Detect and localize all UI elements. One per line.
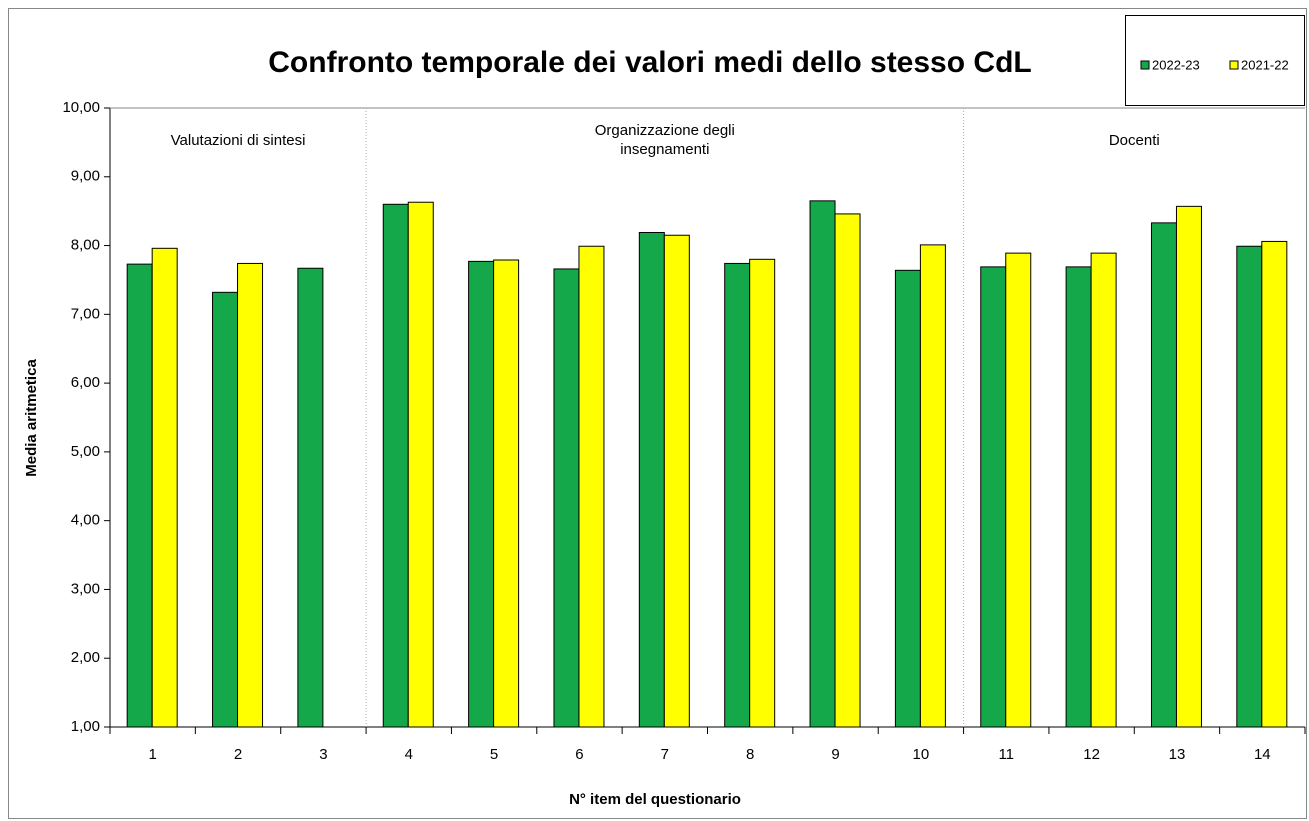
x-tick-label: 6 bbox=[575, 746, 583, 763]
y-tick-label: 4,00 bbox=[71, 512, 100, 529]
bar bbox=[237, 262, 264, 728]
x-tick-label: 12 bbox=[1083, 746, 1100, 763]
bar bbox=[1065, 266, 1092, 728]
y-tick-label: 8,00 bbox=[71, 237, 100, 254]
x-tick-label: 4 bbox=[405, 746, 413, 763]
bar bbox=[297, 267, 324, 728]
legend-label: 2022-23 bbox=[1152, 57, 1200, 72]
bar bbox=[1261, 240, 1288, 728]
bar bbox=[834, 213, 861, 728]
legend-label: 2021-22 bbox=[1241, 57, 1289, 72]
bar bbox=[468, 260, 495, 728]
x-tick-label: 10 bbox=[913, 746, 930, 763]
bar bbox=[1175, 205, 1202, 728]
y-tick-label: 3,00 bbox=[71, 580, 100, 597]
x-tick-label: 7 bbox=[661, 746, 669, 763]
bar bbox=[724, 262, 751, 728]
y-axis-label: Media aritmetica bbox=[23, 359, 40, 477]
bar bbox=[578, 245, 605, 728]
bar bbox=[894, 269, 921, 728]
x-tick-label: 3 bbox=[319, 746, 327, 763]
bar bbox=[553, 268, 580, 728]
group-label: Docenti bbox=[1109, 132, 1160, 149]
y-tick-label: 1,00 bbox=[71, 718, 100, 735]
y-tick-label: 6,00 bbox=[71, 374, 100, 391]
y-tick-label: 2,00 bbox=[71, 649, 100, 666]
x-axis-label: N° item del questionario bbox=[569, 791, 741, 808]
bar bbox=[809, 200, 836, 728]
x-tick-label: 8 bbox=[746, 746, 754, 763]
legend-swatch bbox=[1229, 60, 1239, 70]
bar bbox=[919, 244, 946, 728]
x-tick-label: 13 bbox=[1169, 746, 1186, 763]
bar bbox=[980, 266, 1007, 728]
bar bbox=[1150, 222, 1177, 728]
y-tick-label: 5,00 bbox=[71, 443, 100, 460]
chart-title: Confronto temporale dei valori medi dell… bbox=[268, 46, 1031, 79]
bar bbox=[126, 263, 153, 728]
y-tick-label: 7,00 bbox=[71, 305, 100, 322]
x-tick-label: 14 bbox=[1254, 746, 1271, 763]
legend-box bbox=[1125, 15, 1305, 106]
group-label: insegnamenti bbox=[620, 141, 709, 158]
x-tick-label: 9 bbox=[831, 746, 839, 763]
x-tick-label: 5 bbox=[490, 746, 498, 763]
bar bbox=[407, 201, 434, 728]
x-tick-label: 11 bbox=[998, 746, 1014, 763]
group-label: Valutazioni di sintesi bbox=[171, 132, 306, 149]
group-label: Organizzazione degli bbox=[595, 122, 735, 139]
bar bbox=[382, 203, 409, 728]
y-tick-label: 10,00 bbox=[62, 99, 100, 116]
bar bbox=[1236, 245, 1263, 728]
y-tick-label: 9,00 bbox=[71, 168, 100, 185]
bar bbox=[212, 291, 239, 728]
x-tick-label: 2 bbox=[234, 746, 242, 763]
bar bbox=[493, 259, 520, 728]
bar bbox=[663, 234, 690, 728]
legend-swatch bbox=[1140, 60, 1150, 70]
bar bbox=[749, 258, 776, 728]
bar bbox=[1005, 252, 1032, 728]
bar bbox=[151, 247, 178, 728]
x-tick-label: 1 bbox=[149, 746, 157, 763]
bar bbox=[638, 231, 665, 728]
bar bbox=[1090, 252, 1117, 728]
